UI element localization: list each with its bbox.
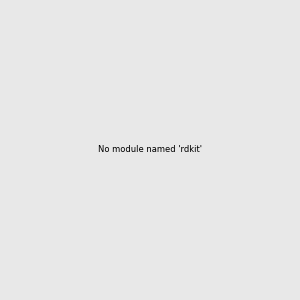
Text: No module named 'rdkit': No module named 'rdkit' <box>98 146 202 154</box>
